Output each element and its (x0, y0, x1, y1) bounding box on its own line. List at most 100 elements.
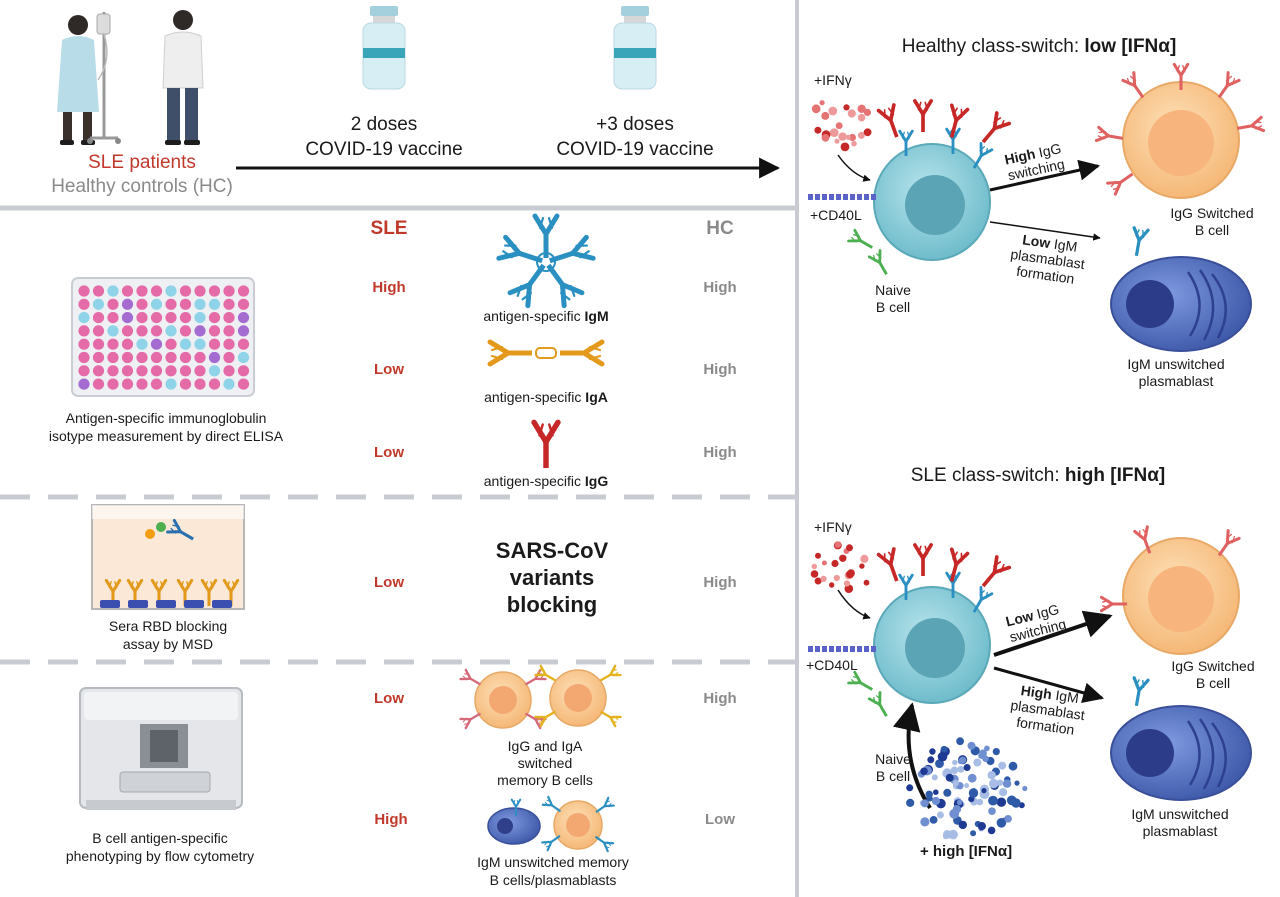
elisa-well (78, 325, 90, 337)
elisa-well (150, 285, 163, 297)
cytokine-dot (988, 807, 996, 815)
cytokine-dot (906, 798, 915, 808)
healthy-person-icon (162, 10, 204, 145)
elisa-well (136, 312, 148, 324)
elisa-iga-sle-level: Low (374, 361, 404, 378)
cytokine-dot (987, 826, 996, 835)
cytokine-dot (950, 766, 959, 775)
iv-stand-icon (87, 12, 121, 144)
elisa-well (237, 338, 250, 350)
cytokine-dot (814, 126, 822, 134)
elisa-well (150, 338, 163, 350)
cytokine-dot (821, 111, 830, 120)
cytokine-dot (931, 796, 941, 806)
elisa-well (237, 365, 250, 377)
cytokine-dot (929, 816, 938, 824)
elisa-well (194, 285, 206, 297)
elisa-well (237, 325, 250, 337)
sle-naive-line1: Naive (875, 751, 911, 767)
cytokine-dot (996, 797, 1007, 807)
rbd-center-line3: blocking (506, 592, 598, 617)
cytokine-dot (967, 773, 977, 783)
igg-arrow-sle (993, 610, 1113, 657)
healthy-naive-line1: Naive (875, 282, 911, 298)
flow-row2-hc-level: Low (705, 811, 735, 828)
naive-b-cell-sle (808, 542, 1012, 721)
elisa-well (136, 378, 148, 390)
cytokine-dot (811, 563, 817, 570)
cytokine-dot (973, 758, 982, 767)
elisa-well (179, 338, 192, 350)
cytokine-dot (931, 774, 938, 781)
elisa-well (165, 338, 177, 350)
elisa-well (208, 298, 221, 310)
cytokine-dot (943, 788, 952, 797)
cytokine-dot (958, 820, 967, 830)
flow-row2-sle-level: High (374, 811, 408, 828)
elisa-well (150, 378, 163, 390)
dose2-line2: COVID-19 vaccine (305, 139, 463, 160)
elisa-well (208, 378, 221, 390)
elisa-well (92, 338, 105, 350)
elisa-well (150, 365, 163, 377)
cytokine-dot (982, 755, 989, 762)
elisa-well (223, 298, 235, 310)
cytokine-dot (952, 779, 959, 787)
healthy-panel-title: Healthy class-switch: low [IFNα] (901, 36, 1177, 57)
cytokine-dot (859, 563, 865, 569)
cytokine-dot (857, 131, 865, 139)
cytokine-dot (992, 748, 1000, 756)
elisa-well (78, 351, 90, 364)
igm-arrow-healthy (989, 221, 1101, 241)
cytokine-dot (927, 756, 935, 764)
elisa-well (223, 312, 235, 324)
cytokine-dot (834, 138, 840, 144)
healthy-cd40l-label: +CD40L (810, 207, 862, 223)
flow-row2-label-line2: B cells/plasmablasts (489, 872, 617, 888)
cytokine-dot (863, 579, 870, 586)
elisa-well (237, 378, 250, 390)
elisa-well (107, 298, 119, 310)
cytokine-dot (851, 140, 857, 147)
elisa-well (165, 378, 177, 390)
elisa-well (150, 325, 163, 337)
rbd-sle-level: Low (374, 574, 404, 591)
elisa-well (150, 312, 163, 324)
cytokine-dot (843, 104, 850, 111)
elisa-well (194, 378, 206, 390)
rbd-caption-line2: assay by MSD (122, 636, 214, 652)
cytokine-dot (949, 808, 960, 819)
elisa-well (136, 285, 148, 297)
elisa-well (165, 351, 177, 364)
cytokine-dot (820, 575, 827, 583)
cytokine-dot (821, 133, 830, 142)
elisa-well (107, 351, 119, 364)
elisa-well (223, 285, 235, 297)
elisa-well (121, 378, 134, 390)
cytokine-dot (829, 128, 839, 138)
cytokine-dot (848, 133, 857, 142)
elisa-well (194, 365, 206, 377)
elisa-igm-hc-level: High (703, 279, 737, 296)
igm-plasmablast-healthy (1110, 226, 1252, 352)
cytokine-dot (906, 784, 914, 792)
elisa-well (121, 325, 134, 337)
cytokine-dot (956, 799, 963, 806)
elisa-well (237, 298, 250, 310)
sle-ifng-label: +IFNγ (814, 519, 852, 535)
elisa-well (78, 285, 90, 297)
flow-row1-hc-level: High (703, 690, 737, 707)
elisa-plate-icon (71, 277, 255, 397)
igg-arrow-healthy (989, 159, 1101, 192)
elisa-well (223, 365, 235, 377)
flow-caption-line1: B cell antigen-specific (92, 830, 228, 846)
cytokine-dot (811, 104, 821, 114)
plasmablast-small-icon (487, 798, 541, 845)
healthy-controls-label: Healthy controls (HC) (51, 176, 233, 197)
sle-switched-line1: IgG Switched (1171, 658, 1255, 674)
cytokine-dot (857, 113, 866, 122)
elisa-well (78, 378, 90, 390)
unswitched-memory-cell (541, 795, 615, 853)
flow-row2-label-line1: IgM unswitched memory (477, 854, 629, 870)
